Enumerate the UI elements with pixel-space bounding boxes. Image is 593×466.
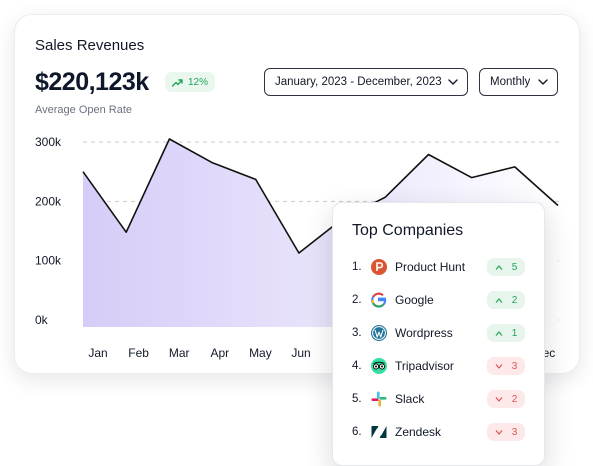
company-row[interactable]: 5. Slack 2: [333, 387, 544, 411]
date-range-select[interactable]: January, 2023 - December, 2023: [264, 68, 468, 96]
chevron-down-icon: [495, 396, 503, 402]
company-name: Zendesk: [395, 425, 442, 439]
change-value: 3: [511, 360, 518, 372]
change-value: 2: [511, 393, 518, 405]
change-value: 2: [511, 294, 518, 306]
chevron-up-icon: [495, 297, 503, 303]
change-badge: 3: [487, 423, 525, 441]
chevron-up-icon: [495, 264, 503, 270]
change-value: 5: [511, 261, 518, 273]
chevron-down-icon: [495, 363, 503, 369]
wordpress-icon: [371, 325, 387, 341]
sales-revenue-card: Sales Revenues $220,123k 12% Average Ope…: [14, 14, 580, 374]
company-row[interactable]: 4. Tripadvisor 3: [333, 354, 544, 378]
x-tick-label: Apr: [210, 346, 229, 360]
metric-subtitle: Average Open Rate: [35, 104, 133, 116]
y-tick-label: 300k: [35, 135, 62, 149]
date-range-value: January, 2023 - December, 2023: [275, 76, 442, 88]
zendesk-icon: [371, 426, 387, 438]
change-badge: 3: [487, 357, 525, 375]
x-tick-label: Jan: [88, 346, 107, 360]
change-badge: 2: [487, 390, 525, 408]
company-name: Google: [395, 293, 434, 307]
change-badge: 1: [487, 324, 525, 342]
chevron-up-icon: [495, 330, 503, 336]
change-value: 3: [511, 426, 518, 438]
company-rank: 5.: [352, 393, 362, 405]
company-row[interactable]: 1. Product Hunt 5: [333, 255, 544, 279]
tripadvisor-icon: [371, 358, 387, 374]
total-revenue: $220,123k: [35, 68, 149, 96]
top-companies-title: Top Companies: [352, 222, 464, 239]
trend-badge: 12%: [165, 72, 216, 92]
period-select[interactable]: Monthly: [479, 68, 558, 96]
chevron-down-icon: [538, 79, 548, 85]
company-name: Slack: [395, 392, 425, 406]
slack-icon: [371, 391, 387, 407]
trend-value: 12%: [188, 76, 209, 88]
company-row[interactable]: 3. Wordpress 1: [333, 321, 544, 345]
company-name: Tripadvisor: [395, 359, 454, 373]
change-badge: 5: [487, 258, 525, 276]
chevron-down-icon: [495, 429, 503, 435]
period-value: Monthly: [490, 76, 531, 88]
trend-up-icon: [172, 78, 183, 87]
x-tick-label: May: [249, 346, 272, 360]
company-name: Product Hunt: [395, 260, 466, 274]
y-tick-label: 0k: [35, 313, 49, 327]
company-rank: 1.: [352, 261, 362, 273]
card-title: Sales Revenues: [35, 37, 145, 54]
company-row[interactable]: 2. Google 2: [333, 288, 544, 312]
company-row[interactable]: 6. Zendesk 3: [333, 420, 544, 444]
revenue-line: [82, 138, 559, 254]
producthunt-icon: [371, 259, 387, 275]
y-tick-label: 200k: [35, 194, 62, 208]
company-rank: 6.: [352, 426, 362, 438]
chevron-down-icon: [448, 79, 458, 85]
x-tick-label: Mar: [169, 346, 190, 360]
company-rank: 4.: [352, 360, 362, 372]
google-icon: [371, 292, 387, 308]
top-companies-panel: Top Companies 1. Product Hunt 5 2. Googl…: [332, 202, 545, 466]
company-name: Wordpress: [395, 326, 453, 340]
company-rank: 3.: [352, 327, 362, 339]
y-tick-label: 100k: [35, 254, 62, 268]
change-value: 1: [511, 327, 518, 339]
x-tick-label: Jun: [291, 346, 310, 360]
company-rank: 2.: [352, 294, 362, 306]
x-tick-label: Feb: [128, 346, 149, 360]
change-badge: 2: [487, 291, 525, 309]
